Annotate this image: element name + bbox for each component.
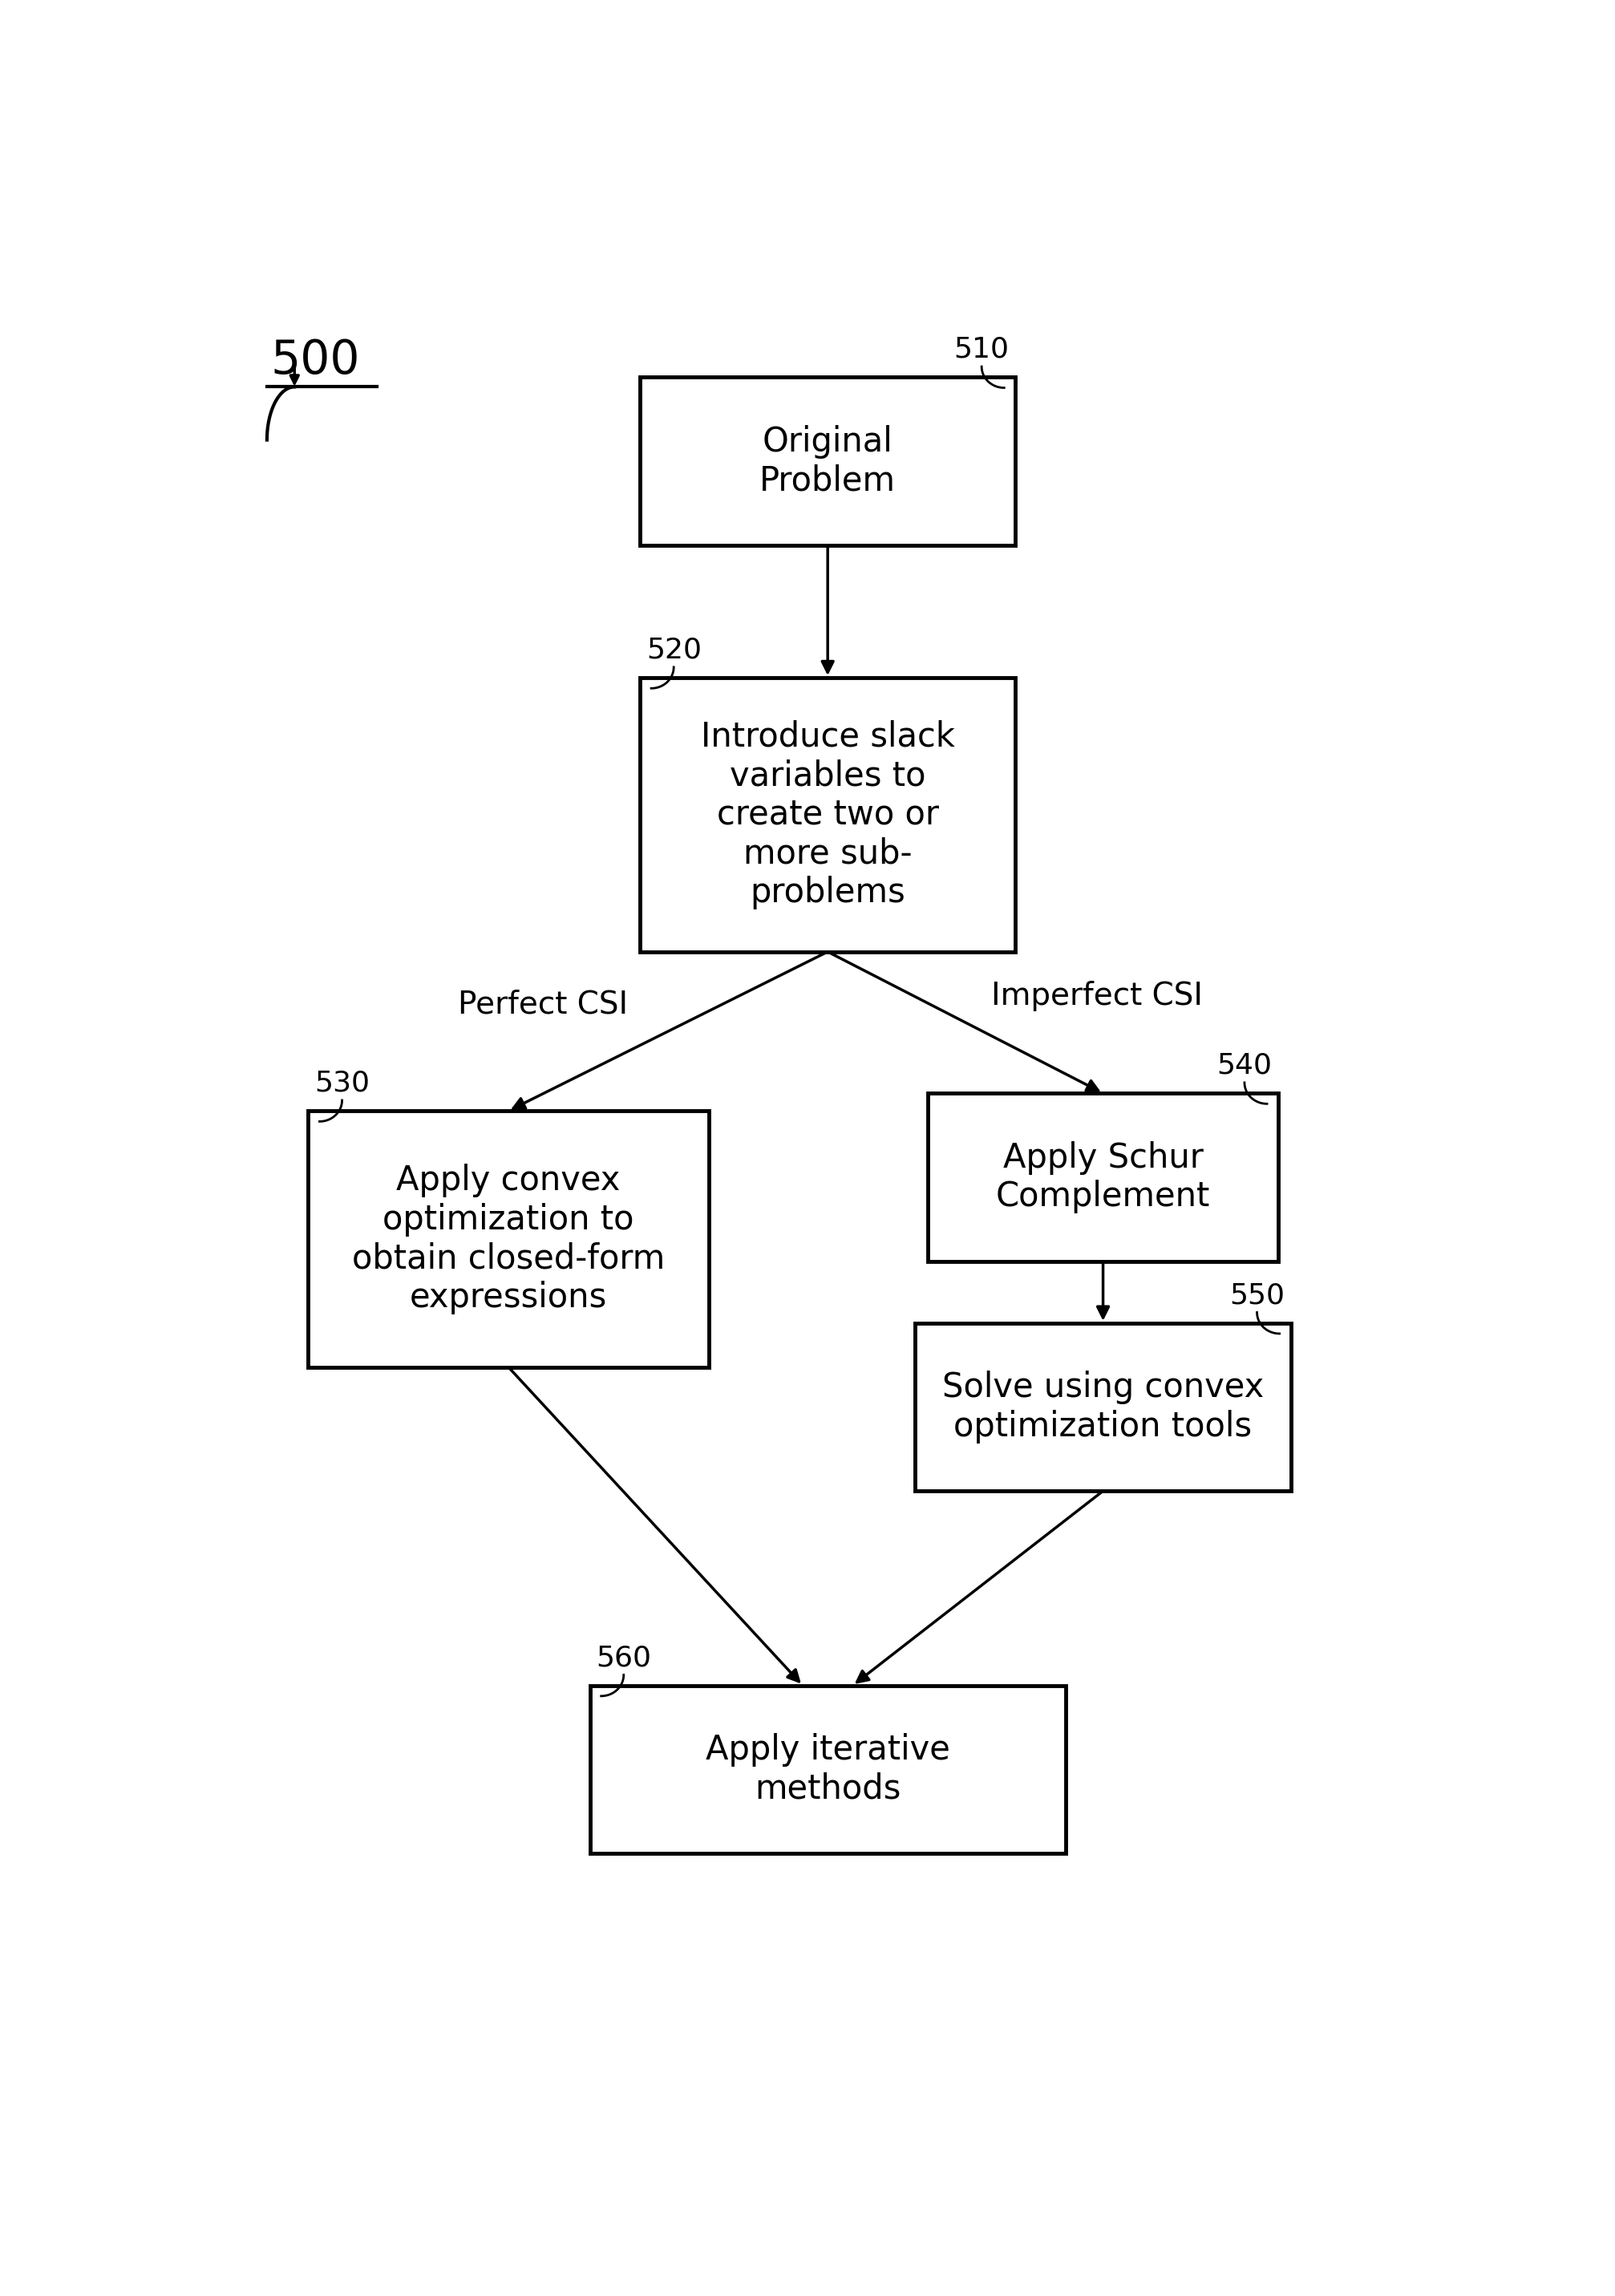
Text: 530: 530 <box>315 1070 370 1097</box>
Text: Original
Problem: Original Problem <box>759 425 896 498</box>
Text: 520: 520 <box>646 636 701 664</box>
Text: 540: 540 <box>1216 1052 1273 1079</box>
FancyBboxPatch shape <box>308 1111 709 1366</box>
Text: Apply iterative
methods: Apply iterative methods <box>706 1733 950 1805</box>
Text: Solve using convex
optimization tools: Solve using convex optimization tools <box>942 1371 1265 1444</box>
FancyBboxPatch shape <box>589 1685 1066 1853</box>
FancyBboxPatch shape <box>640 377 1016 544</box>
Text: Introduce slack
variables to
create two or
more sub-
problems: Introduce slack variables to create two … <box>701 721 954 909</box>
FancyBboxPatch shape <box>640 677 1016 953</box>
Text: 560: 560 <box>596 1644 651 1671</box>
Text: 500: 500 <box>271 338 360 383</box>
Text: Perfect CSI: Perfect CSI <box>459 990 628 1019</box>
Text: 510: 510 <box>954 335 1009 363</box>
FancyBboxPatch shape <box>916 1322 1290 1490</box>
Text: Apply convex
optimization to
obtain closed-form
expressions: Apply convex optimization to obtain clos… <box>352 1164 665 1313</box>
Text: 550: 550 <box>1229 1281 1284 1309</box>
Text: Apply Schur
Complement: Apply Schur Complement <box>996 1141 1210 1215</box>
FancyBboxPatch shape <box>927 1093 1279 1261</box>
Text: Imperfect CSI: Imperfect CSI <box>992 980 1203 1010</box>
